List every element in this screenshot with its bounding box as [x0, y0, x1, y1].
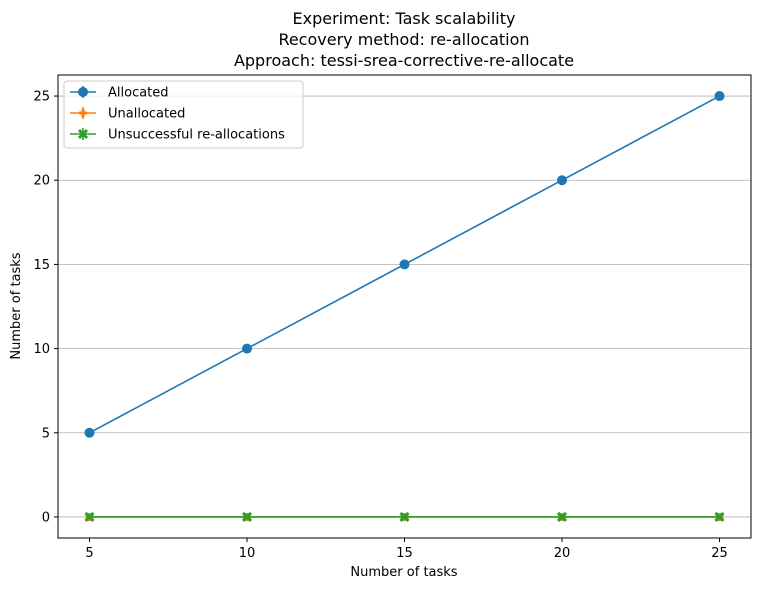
x-axis-label: Number of tasks — [350, 565, 457, 580]
legend-marker — [78, 87, 88, 97]
title-line-3: Approach: tessi-srea-corrective-re-alloc… — [234, 51, 574, 70]
legend-entries: Allocated Unallocated Unsuccessful re-allo… — [70, 86, 285, 143]
data-point — [242, 343, 252, 354]
legend-entry: Unsuccessful re-allocations — [70, 128, 285, 143]
y-tick-label: 20 — [33, 174, 50, 189]
legend-marker — [79, 109, 87, 117]
data-point — [714, 511, 725, 523]
legend-frame — [63, 80, 304, 149]
data-point — [556, 511, 568, 523]
x-tick-label: 10 — [239, 546, 256, 561]
chart-title: Experiment: Task scalability Recovery me… — [234, 9, 574, 70]
x-tick-label: 5 — [85, 546, 93, 561]
legend-marker — [77, 128, 89, 140]
y-tick-label: 0 — [42, 510, 50, 525]
legend-entry: Unallocated — [70, 107, 185, 122]
title-line-1: Experiment: Task scalability — [293, 9, 516, 28]
data-point — [557, 175, 567, 186]
data-point — [84, 511, 95, 523]
plot-series — [84, 91, 725, 523]
series-unsuccessful-re-allocations — [84, 511, 725, 523]
y-tick-label: 10 — [33, 342, 50, 357]
legend-label: Allocated — [108, 86, 169, 101]
data-point — [399, 511, 410, 523]
x-tick-label: 25 — [711, 546, 728, 561]
x-tick-label: 15 — [396, 546, 413, 561]
legend-entry: Allocated — [70, 86, 169, 101]
y-tick-label: 25 — [33, 90, 50, 105]
data-point — [714, 91, 725, 102]
data-point — [84, 427, 95, 438]
plot-frame — [57, 74, 752, 539]
y-axis-label: Number of tasks — [9, 252, 24, 359]
legend-label: Unsuccessful re-allocations — [108, 128, 285, 143]
legend: Allocated Unallocated Unsuccessful re-allo… — [63, 80, 304, 149]
y-tick-label: 15 — [33, 258, 50, 273]
title-line-2: Recovery method: re-allocation — [278, 30, 529, 49]
series-allocated — [84, 91, 725, 438]
legend-label: Unallocated — [108, 107, 185, 122]
data-point — [241, 511, 253, 523]
x-tick-label: 20 — [554, 546, 571, 561]
axis-ticks: 0 5 10 15 20 25 5 10 15 20 25 — [33, 90, 727, 561]
y-tick-label: 5 — [42, 426, 50, 441]
data-point — [399, 259, 410, 270]
